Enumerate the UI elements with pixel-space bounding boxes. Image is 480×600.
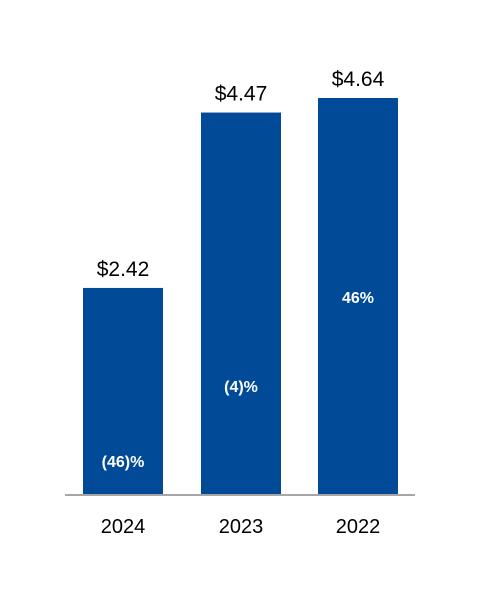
change-label-2022: 46% [342, 290, 374, 307]
value-label-2023: $4.47 [215, 83, 268, 106]
ticks-layer: 2024 2023 2022 [101, 516, 381, 538]
bar-2022 [318, 98, 398, 495]
change-label-2023: (4)% [224, 379, 258, 396]
bar-2023 [201, 112, 281, 495]
bar-2024 [83, 287, 163, 495]
x-tick-label-2024: 2024 [101, 516, 146, 538]
x-tick-label-2023: 2023 [219, 516, 264, 538]
value-label-2024: $2.42 [97, 258, 150, 281]
x-tick-label-2022: 2022 [336, 516, 381, 538]
labels-layer: $2.42 (46)% $4.47 (4)% $4.64 46% [97, 68, 385, 471]
bars-layer [83, 98, 398, 495]
change-label-2024: (46)% [102, 454, 145, 471]
value-label-2022: $4.64 [332, 68, 385, 91]
